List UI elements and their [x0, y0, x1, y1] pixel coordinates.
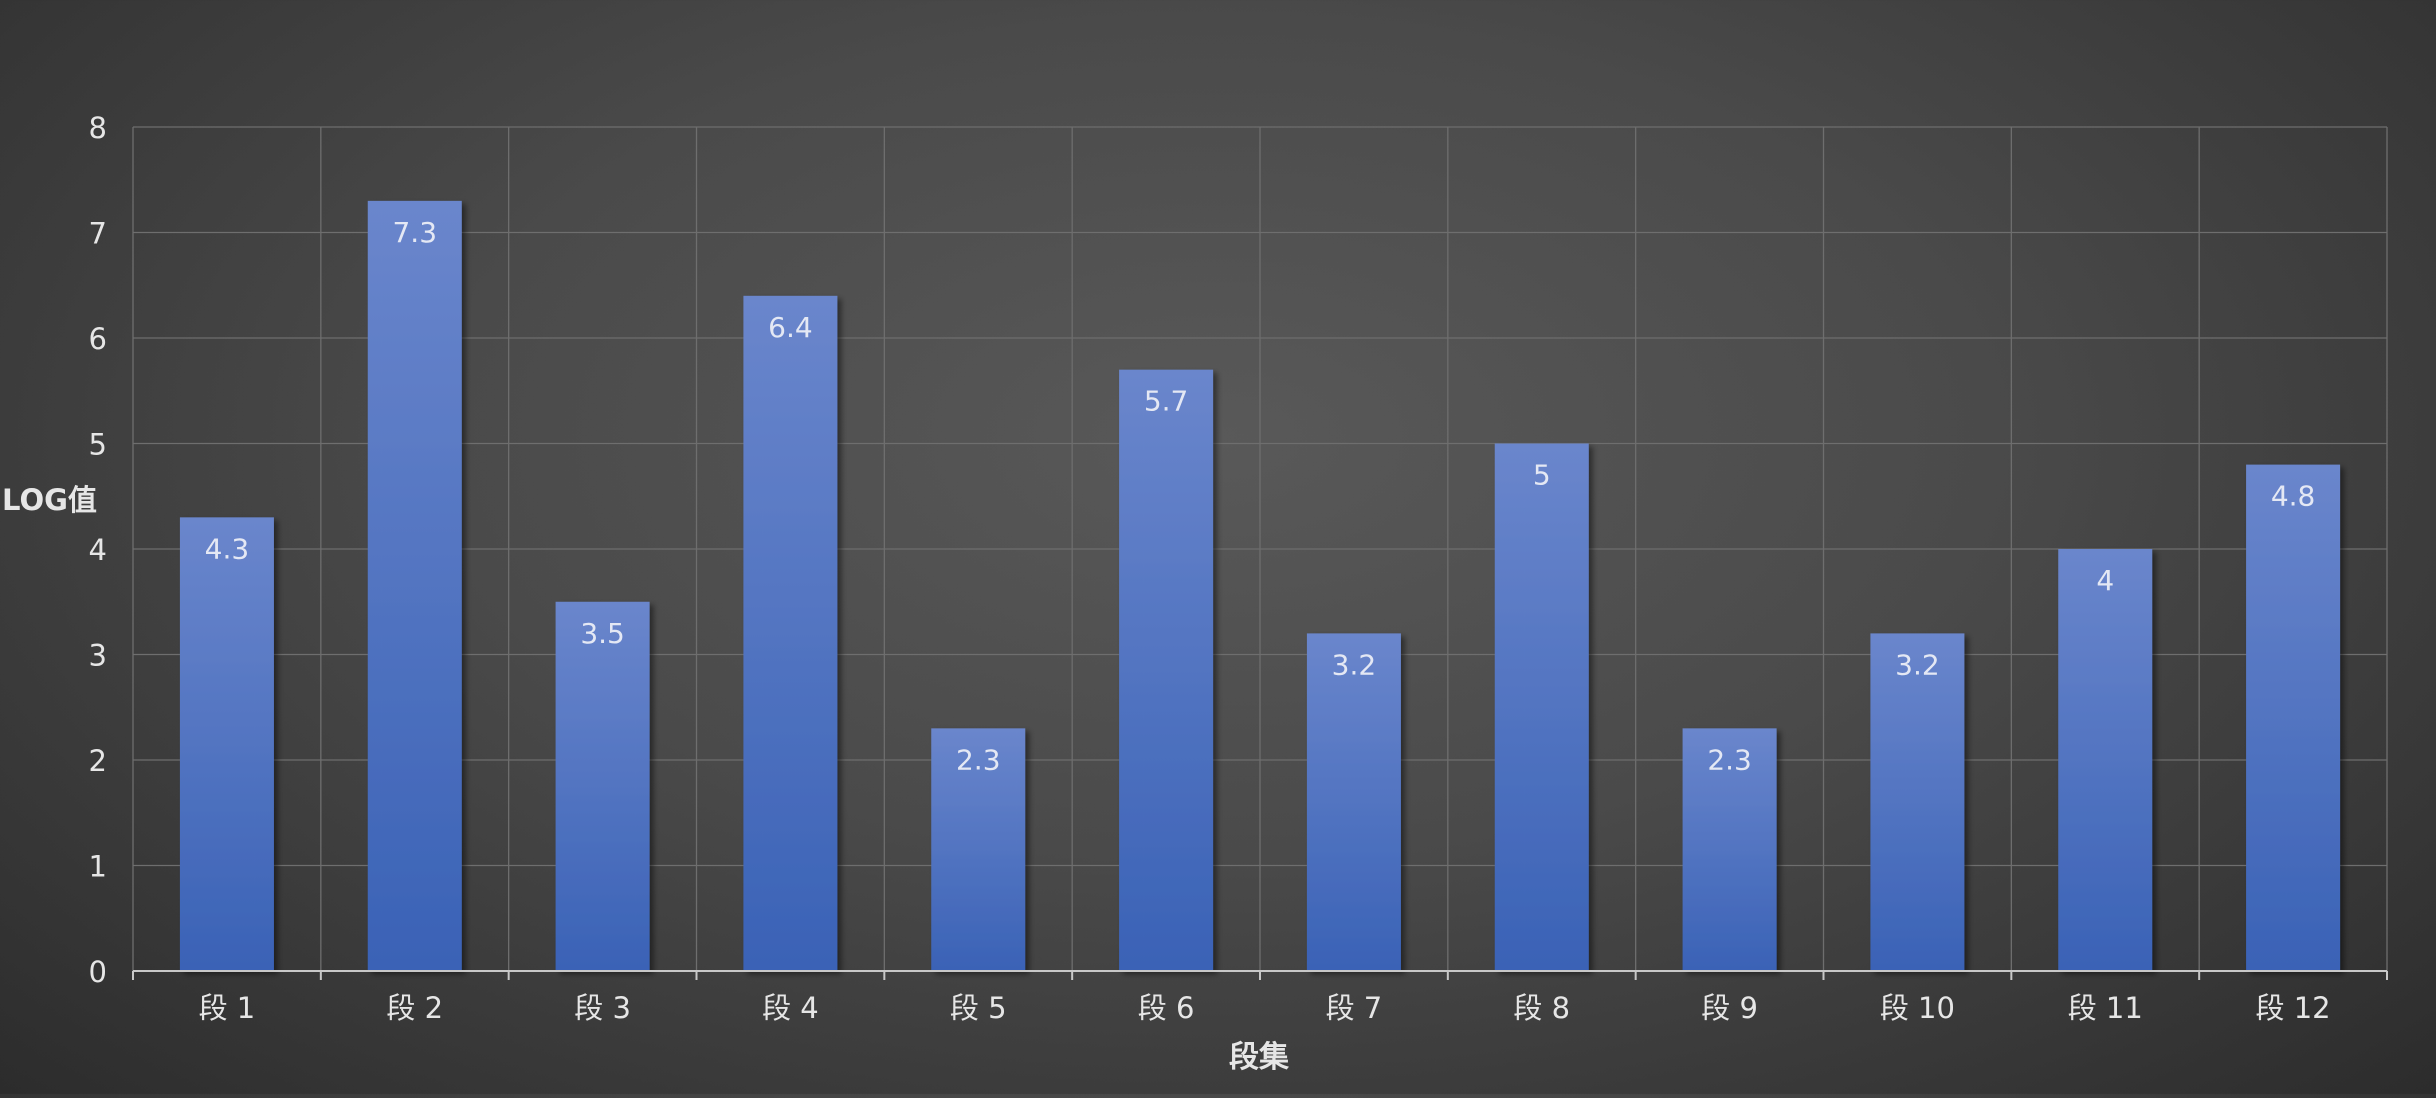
axes: 0 1 2 3 4 5 6 7 8 段 1 段 2 段 3 段 4 段 5 段 6 段 7 段 8 段 9 段 10… [89, 111, 2388, 1025]
data-label-12: 4.8 [2271, 480, 2316, 513]
bar-7 [1306, 633, 1401, 971]
grid-lines [132, 126, 2388, 971]
y-tick-label: 3 [89, 639, 107, 673]
data-label-3: 3.5 [580, 617, 625, 650]
bar-6 [1119, 369, 1214, 971]
x-axis-title: 段集 [1229, 1040, 1290, 1075]
data-label-9: 2.3 [1707, 743, 1752, 776]
bar-2 [367, 200, 462, 972]
x-tick-label-9: 段 9 [1701, 991, 1758, 1025]
data-label-10: 3.2 [1895, 648, 1940, 681]
x-tick-label-12: 段 12 [2256, 991, 2331, 1025]
x-tick-label-5: 段 5 [950, 991, 1007, 1025]
x-tick-label-10: 段 10 [1880, 991, 1955, 1025]
bar-9 [1682, 728, 1777, 971]
bar-3 [555, 601, 650, 971]
bars [179, 200, 2341, 972]
bar-11 [2058, 549, 2153, 971]
bar-1 [179, 517, 274, 971]
y-tick-label: 5 [89, 428, 107, 462]
data-label-7: 3.2 [1332, 648, 1377, 681]
y-tick-label: 2 [89, 744, 107, 778]
data-label-11: 4 [2096, 564, 2114, 597]
y-axis-title: LOG值 [2, 483, 97, 517]
data-label-4: 6.4 [768, 311, 813, 344]
data-label-6: 5.7 [1144, 385, 1189, 418]
y-tick-label: 0 [89, 955, 107, 989]
x-tick-label-2: 段 2 [386, 991, 443, 1025]
x-tick-label-3: 段 3 [574, 991, 631, 1025]
bar-5 [931, 728, 1026, 971]
data-label-2: 7.3 [392, 216, 437, 249]
y-tick-label: 7 [89, 217, 107, 251]
data-label-1: 4.3 [205, 532, 250, 565]
y-tick-label: 4 [89, 533, 107, 567]
bar-8 [1494, 443, 1589, 971]
data-label-8: 5 [1533, 459, 1551, 492]
data-labels: 4.3 7.3 3.5 6.4 2.3 5.7 3.2 5 2.3 3.2 4 4.8 [205, 216, 2316, 776]
data-label-5: 2.3 [956, 743, 1001, 776]
y-tick-label: 1 [89, 850, 107, 884]
bar-12 [2246, 464, 2341, 971]
bar-10 [1870, 633, 1965, 971]
x-tick-label-1: 段 1 [199, 991, 256, 1025]
bar-4 [743, 295, 838, 971]
y-tick-label: 6 [89, 322, 107, 356]
x-tick-label-6: 段 6 [1138, 991, 1195, 1025]
x-tick-label-11: 段 11 [2068, 991, 2143, 1025]
x-tick-label-7: 段 7 [1326, 991, 1383, 1025]
x-tick-label-8: 段 8 [1513, 991, 1570, 1025]
x-tick-label-4: 段 4 [762, 991, 819, 1025]
y-tick-label: 8 [89, 111, 107, 145]
